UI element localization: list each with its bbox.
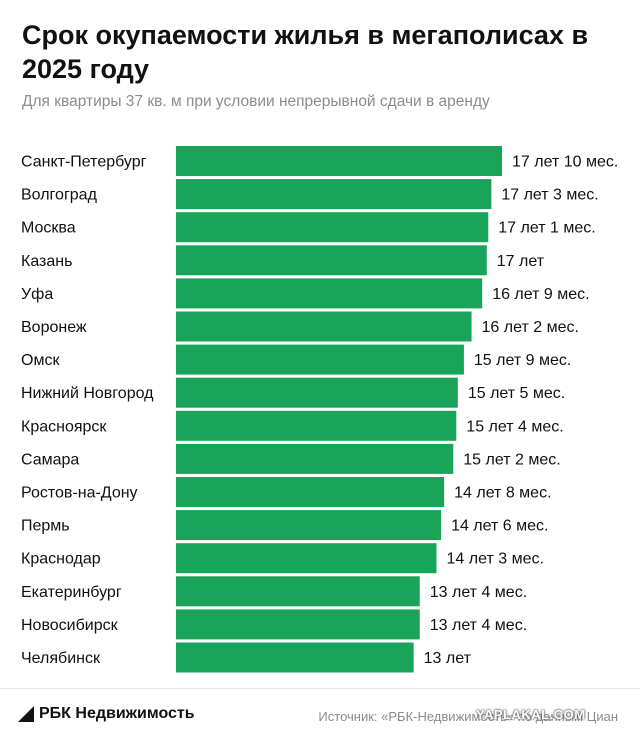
category-label: Челябинск xyxy=(21,650,101,667)
bar xyxy=(176,212,489,243)
category-label: Краснодар xyxy=(21,551,101,568)
category-label: Омск xyxy=(21,352,60,369)
bar xyxy=(176,278,483,309)
category-label: Пермь xyxy=(21,518,70,535)
rbc-logo-icon xyxy=(18,706,34,722)
data-label: 17 лет 10 мес. xyxy=(512,154,618,171)
bar xyxy=(176,609,420,640)
data-label: 17 лет 1 мес. xyxy=(498,220,595,237)
bar xyxy=(176,642,414,673)
data-label: 13 лет 4 мес. xyxy=(430,584,527,601)
category-label: Санкт-Петербург xyxy=(21,154,147,171)
data-label: 15 лет 2 мес. xyxy=(463,451,560,468)
data-label: 16 лет 2 мес. xyxy=(482,319,579,336)
data-label: 17 лет xyxy=(497,253,545,270)
bar xyxy=(176,245,487,276)
data-label: 15 лет 4 мес. xyxy=(466,418,563,435)
brand-name: РБК Недвижимость xyxy=(39,705,195,722)
category-label: Уфа xyxy=(21,286,53,303)
category-label: Нижний Новгород xyxy=(21,385,154,402)
bar xyxy=(176,477,445,507)
data-label: 16 лет 9 мес. xyxy=(492,286,589,303)
category-label: Москва xyxy=(21,220,76,237)
bar xyxy=(176,146,502,176)
data-label: 14 лет 8 мес. xyxy=(454,485,551,502)
category-label: Новосибирск xyxy=(21,617,119,634)
category-label: Волгоград xyxy=(21,187,98,204)
bar xyxy=(176,179,492,210)
category-label: Екатеринбург xyxy=(21,584,122,601)
brand: РБК Недвижимость xyxy=(18,705,195,723)
data-label: 15 лет 5 мес. xyxy=(468,385,565,402)
data-label: 13 лет xyxy=(424,650,472,667)
bar xyxy=(176,543,437,574)
bar xyxy=(176,344,464,375)
category-label: Воронеж xyxy=(21,319,87,336)
bar xyxy=(176,576,420,607)
category-label: Красноярск xyxy=(21,418,107,435)
source-note: Источник: «РБК-Недвижимость» по данным Ц… xyxy=(318,709,618,724)
chart-subtitle: Для квартиры 37 кв. м при условии непрер… xyxy=(22,93,490,110)
bar xyxy=(176,443,454,474)
data-label: 13 лет 4 мес. xyxy=(430,617,527,634)
data-label: 14 лет 6 мес. xyxy=(451,518,548,535)
bar xyxy=(176,510,442,541)
data-label: 15 лет 9 мес. xyxy=(474,352,571,369)
footer: РБК Недвижимость Источник: «РБК-Недвижим… xyxy=(0,688,640,747)
watermark: YAPLAKAL.COM xyxy=(476,707,586,722)
data-label: 14 лет 3 мес. xyxy=(447,551,544,568)
category-label: Казань xyxy=(21,253,72,270)
category-label: Ростов-на-Дону xyxy=(21,485,138,502)
bar-chart: Санкт-Петербург 17 лет 10 мес. Волгоград 17… xyxy=(21,146,618,673)
bar xyxy=(176,377,458,408)
bar xyxy=(176,311,472,342)
data-label: 17 лет 3 мес. xyxy=(501,187,598,204)
chart-title: Срок окупаемости жилья в мегаполисах в 2… xyxy=(22,20,589,84)
bar xyxy=(176,410,457,441)
category-label: Самара xyxy=(21,451,79,468)
